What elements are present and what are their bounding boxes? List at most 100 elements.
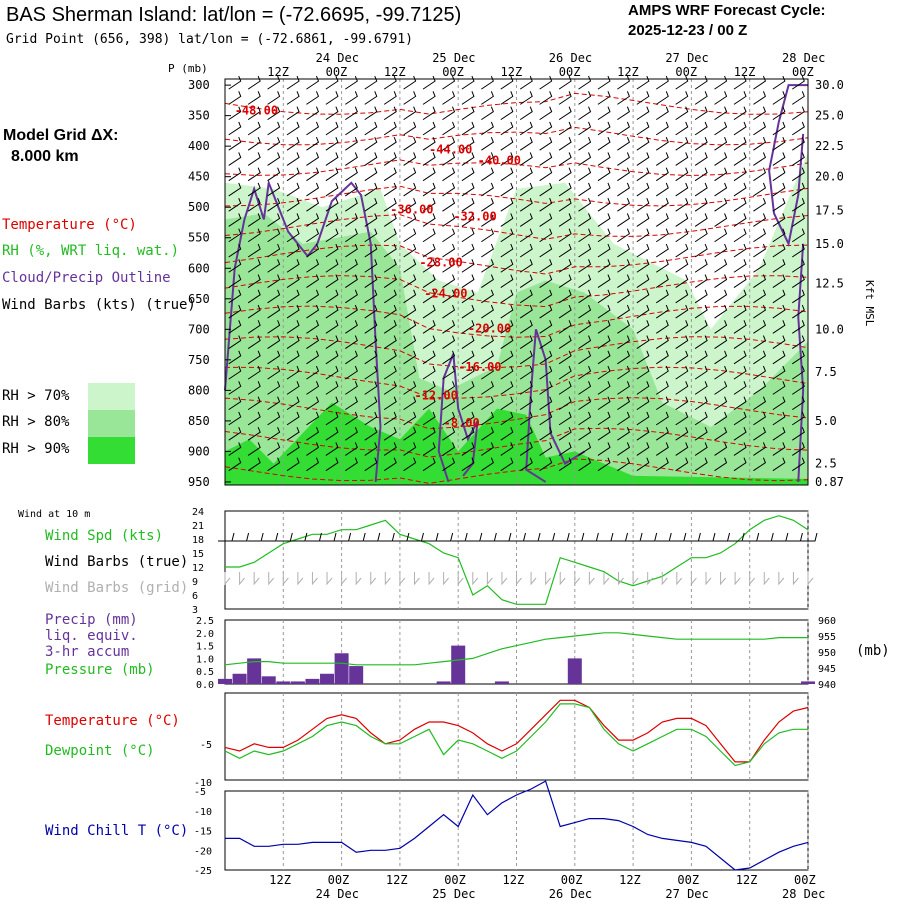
wind-barb [655, 274, 669, 288]
wind-barb [597, 350, 611, 365]
wind-barb [675, 411, 689, 426]
wind-barb [325, 167, 339, 182]
wind-barb [519, 106, 533, 121]
wind-barb [345, 396, 358, 411]
wind-barb [753, 152, 767, 166]
wind-barb [267, 442, 281, 456]
wind-barb [306, 289, 320, 304]
wind-barb-grid [690, 572, 697, 586]
wind-barb [481, 75, 494, 90]
wind-barb [306, 411, 320, 426]
wind-barb [306, 274, 320, 288]
wind-barb [636, 136, 650, 151]
wind-barb [558, 259, 572, 273]
wind-barb [694, 289, 708, 304]
wind-barb [461, 442, 475, 456]
wind-barb [519, 121, 533, 136]
precip-bar [276, 681, 291, 684]
wind-barb [422, 396, 436, 411]
wind-barb [345, 213, 358, 227]
wind-barb [286, 350, 300, 365]
wind-barb-true [509, 532, 526, 542]
wind-barb [267, 426, 281, 441]
wind-barb [772, 381, 786, 395]
wind-barb [325, 442, 339, 456]
wind-barb [558, 426, 572, 441]
wind-barb [753, 167, 767, 182]
wind-barb [247, 106, 261, 121]
wind-barb-true [276, 532, 293, 542]
wind-barb [306, 457, 320, 472]
wind-barb [461, 167, 475, 182]
wind-barb [597, 381, 611, 395]
wind-barb [461, 243, 475, 258]
wind-barb [733, 121, 747, 136]
rh70-label: RH > 70% [2, 388, 70, 404]
wind-barb [325, 259, 339, 273]
wind-speed-line [225, 515, 809, 605]
wind-barb [772, 411, 786, 426]
wind-barb [733, 182, 747, 197]
wind-barb [228, 213, 242, 227]
wind-barb [286, 396, 300, 411]
pressure-tick-label: 950 [188, 475, 210, 489]
wind-barb [247, 320, 261, 334]
wind-barb [714, 136, 728, 151]
wind-barb [461, 121, 475, 136]
wind-barb [267, 243, 281, 258]
wind-barb [442, 411, 456, 426]
precip-tick-label: 1.0 [196, 654, 214, 665]
wind-barb [306, 350, 320, 365]
wind-barb [403, 396, 417, 411]
wind-barb [772, 91, 786, 105]
wind-barb [636, 228, 650, 243]
wind-barb [383, 106, 397, 121]
wind-barb [675, 259, 689, 273]
wind-barb [403, 198, 417, 212]
wind-barb [792, 426, 805, 441]
wind-barb [325, 91, 339, 105]
wind-barb [364, 274, 378, 288]
wind-barb [500, 121, 514, 136]
wind-barb [694, 304, 708, 319]
wind-barb [636, 259, 650, 273]
wind-barb [403, 381, 417, 395]
wind-barb [714, 243, 728, 258]
wind-barb [558, 182, 572, 197]
wind-barb [636, 396, 650, 411]
wind-barb [461, 457, 475, 472]
wind-barb [442, 289, 456, 304]
precip-tick-label: 2.5 [196, 616, 214, 627]
wind-barb [364, 335, 378, 349]
wind-barb [539, 350, 553, 365]
wind-barb-true [640, 532, 658, 542]
wind-barb [481, 91, 494, 105]
height-tick-label: 5.0 [815, 414, 837, 428]
wind-barb [578, 457, 592, 472]
wind-barb [228, 396, 242, 411]
pressure-tick-label: 600 [188, 261, 210, 275]
wind-barb [558, 91, 572, 105]
wind-barb [753, 320, 767, 334]
wind-barb [655, 228, 669, 243]
wind-barb [481, 411, 494, 426]
wind-barb [617, 198, 630, 212]
grid-point-label: Grid Point (656, 398) lat/lon = (-72.686… [6, 32, 413, 47]
wind-barb [345, 411, 358, 426]
precip-bar [567, 658, 582, 684]
wind-barb [733, 411, 747, 426]
wind-barb [325, 198, 339, 212]
wind-barb [228, 182, 242, 197]
wind-barb [306, 106, 320, 121]
wind-barb [461, 274, 475, 288]
wind-barb [539, 289, 553, 304]
wind-barb [655, 182, 669, 197]
wind-barb [325, 274, 339, 288]
wind-barb [383, 274, 397, 288]
pressure-tick-label: 550 [188, 231, 210, 245]
wind-barb [267, 91, 281, 105]
wind-barb [500, 457, 514, 472]
wind-barb-grid [792, 572, 799, 586]
wind-barb [617, 304, 630, 319]
wind-barb-true [320, 532, 337, 542]
